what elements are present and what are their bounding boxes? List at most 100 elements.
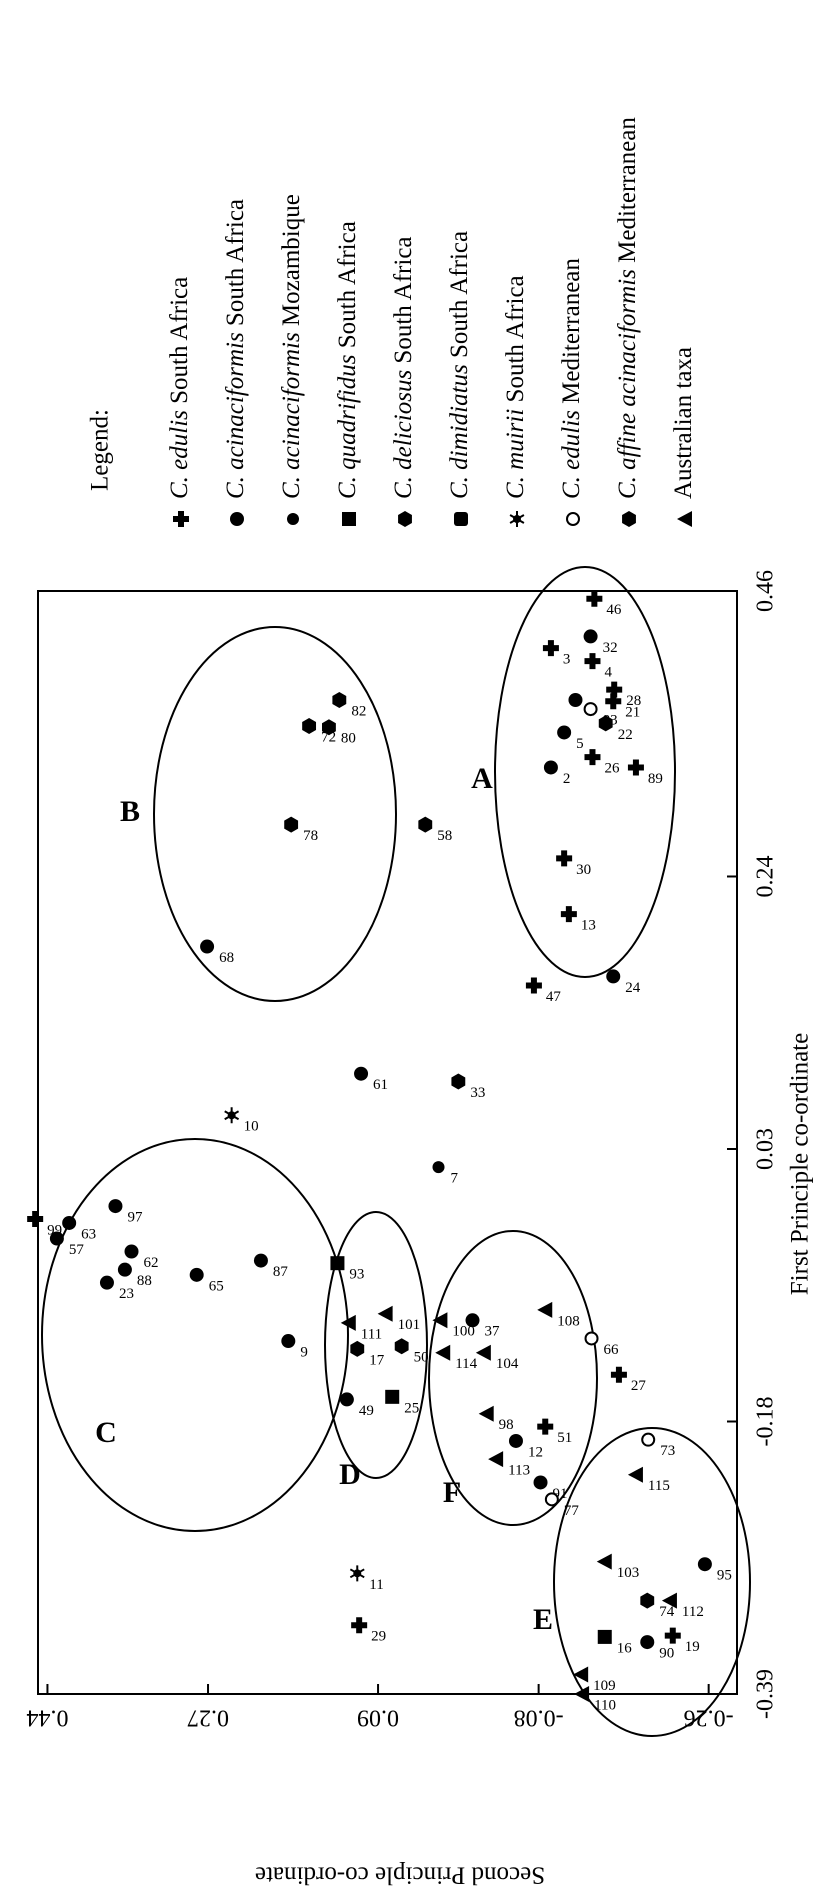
point bbox=[350, 1565, 364, 1581]
point-label: 32 bbox=[603, 640, 618, 656]
point-label: 108 bbox=[557, 1313, 580, 1329]
point bbox=[254, 1254, 268, 1268]
cluster-ellipse bbox=[154, 627, 396, 1001]
point-label: 49 bbox=[359, 1403, 374, 1419]
point-label: 33 bbox=[470, 1085, 485, 1101]
point bbox=[50, 1232, 64, 1246]
point-label: 115 bbox=[648, 1478, 670, 1494]
point bbox=[190, 1268, 204, 1282]
point-label: 11 bbox=[369, 1577, 383, 1593]
legend-label: C. muirii South Africa bbox=[502, 275, 529, 499]
point-label: 12 bbox=[528, 1444, 543, 1460]
x-tick-label: 0.46 bbox=[753, 570, 779, 612]
point bbox=[385, 1390, 399, 1404]
point bbox=[350, 1341, 364, 1357]
legend-label: C. dimidiatus South Africa bbox=[446, 231, 473, 499]
point bbox=[433, 1161, 445, 1173]
y-tick-label: -0.08 bbox=[514, 1704, 564, 1730]
point-label: 101 bbox=[398, 1317, 421, 1333]
point-label: 2 bbox=[563, 771, 571, 787]
point bbox=[284, 817, 298, 833]
point-label: 16 bbox=[617, 1640, 633, 1656]
point bbox=[418, 817, 432, 833]
point-label: 114 bbox=[455, 1356, 477, 1372]
point bbox=[586, 1332, 598, 1344]
point-label: 7 bbox=[451, 1171, 459, 1187]
legend-marker bbox=[454, 512, 468, 526]
point-label: 82 bbox=[351, 703, 366, 719]
point bbox=[378, 1306, 393, 1322]
point bbox=[340, 1392, 354, 1406]
point-label: 13 bbox=[581, 918, 596, 934]
y-tick-label: 0.44 bbox=[26, 1704, 68, 1730]
y-axis-title: Second Principle co-ordinate bbox=[255, 1861, 545, 1888]
point-label: 25 bbox=[404, 1400, 419, 1416]
point bbox=[544, 760, 558, 774]
point-label: 4 bbox=[604, 665, 612, 681]
legend-marker bbox=[622, 511, 636, 527]
point bbox=[642, 1434, 654, 1446]
point-label: 111 bbox=[361, 1326, 382, 1342]
cluster-label: D bbox=[339, 1458, 361, 1491]
point bbox=[100, 1276, 114, 1290]
x-tick-label: 0.24 bbox=[753, 855, 779, 897]
point-label: 80 bbox=[341, 731, 356, 747]
point bbox=[543, 640, 559, 656]
point-label: 37 bbox=[485, 1324, 501, 1340]
point bbox=[488, 1451, 503, 1467]
point bbox=[537, 1419, 553, 1435]
point bbox=[597, 1554, 612, 1570]
page: {"chart_data": { "type": "scatter", "x_l… bbox=[0, 0, 820, 1891]
point-label: 10 bbox=[244, 1119, 259, 1135]
point-label: 9 bbox=[300, 1344, 308, 1360]
point bbox=[332, 692, 346, 708]
point bbox=[537, 1302, 552, 1318]
point bbox=[351, 1617, 367, 1633]
cluster-label: B bbox=[120, 795, 140, 828]
legend-label: Australian taxa bbox=[670, 347, 697, 499]
legend-marker bbox=[567, 513, 579, 525]
point bbox=[281, 1334, 295, 1348]
point-label: 112 bbox=[682, 1604, 704, 1620]
legend-marker bbox=[677, 511, 692, 527]
legend-marker bbox=[173, 511, 189, 527]
point-label: 27 bbox=[631, 1378, 647, 1394]
legend-marker bbox=[342, 512, 356, 526]
point-label: 29 bbox=[371, 1629, 386, 1645]
point-label: 5 bbox=[576, 736, 584, 752]
rotated-chart: First Principle co-ordinate Second Princ… bbox=[26, 117, 813, 1889]
point-label: 47 bbox=[546, 989, 562, 1005]
legend-label: C. affine acinaciformis Mediterranean bbox=[614, 117, 641, 499]
legend-label: C. deliciosus South Africa bbox=[390, 236, 417, 499]
point-label: 23 bbox=[119, 1286, 134, 1302]
point bbox=[584, 629, 598, 643]
point bbox=[585, 703, 597, 715]
point-label: 50 bbox=[414, 1350, 429, 1366]
point bbox=[586, 591, 602, 607]
point bbox=[611, 1367, 627, 1383]
cluster-label: F bbox=[443, 1476, 461, 1509]
point-label: 68 bbox=[219, 950, 234, 966]
legend-label: C. acinaciformis Mozambique bbox=[278, 194, 305, 499]
point-label: 97 bbox=[127, 1210, 143, 1226]
point bbox=[584, 749, 600, 765]
legend-marker bbox=[398, 511, 412, 527]
point-label: 57 bbox=[69, 1242, 85, 1258]
point bbox=[435, 1345, 450, 1361]
point-label: 66 bbox=[604, 1342, 620, 1358]
point bbox=[476, 1345, 491, 1361]
point-label: 73 bbox=[660, 1443, 675, 1459]
point-label: 21 bbox=[625, 705, 640, 721]
point bbox=[354, 1067, 368, 1081]
cluster-ellipse bbox=[325, 1212, 427, 1478]
point-label: 103 bbox=[617, 1565, 640, 1581]
point-label: 58 bbox=[437, 828, 452, 844]
point-label: 19 bbox=[685, 1639, 700, 1655]
point bbox=[546, 1493, 558, 1505]
point-label: 109 bbox=[593, 1678, 616, 1694]
point-label: 87 bbox=[273, 1264, 289, 1280]
point bbox=[330, 1256, 344, 1270]
legend-label: C. edulis South Africa bbox=[166, 277, 193, 499]
point-label: 65 bbox=[209, 1278, 224, 1294]
point bbox=[640, 1593, 654, 1609]
